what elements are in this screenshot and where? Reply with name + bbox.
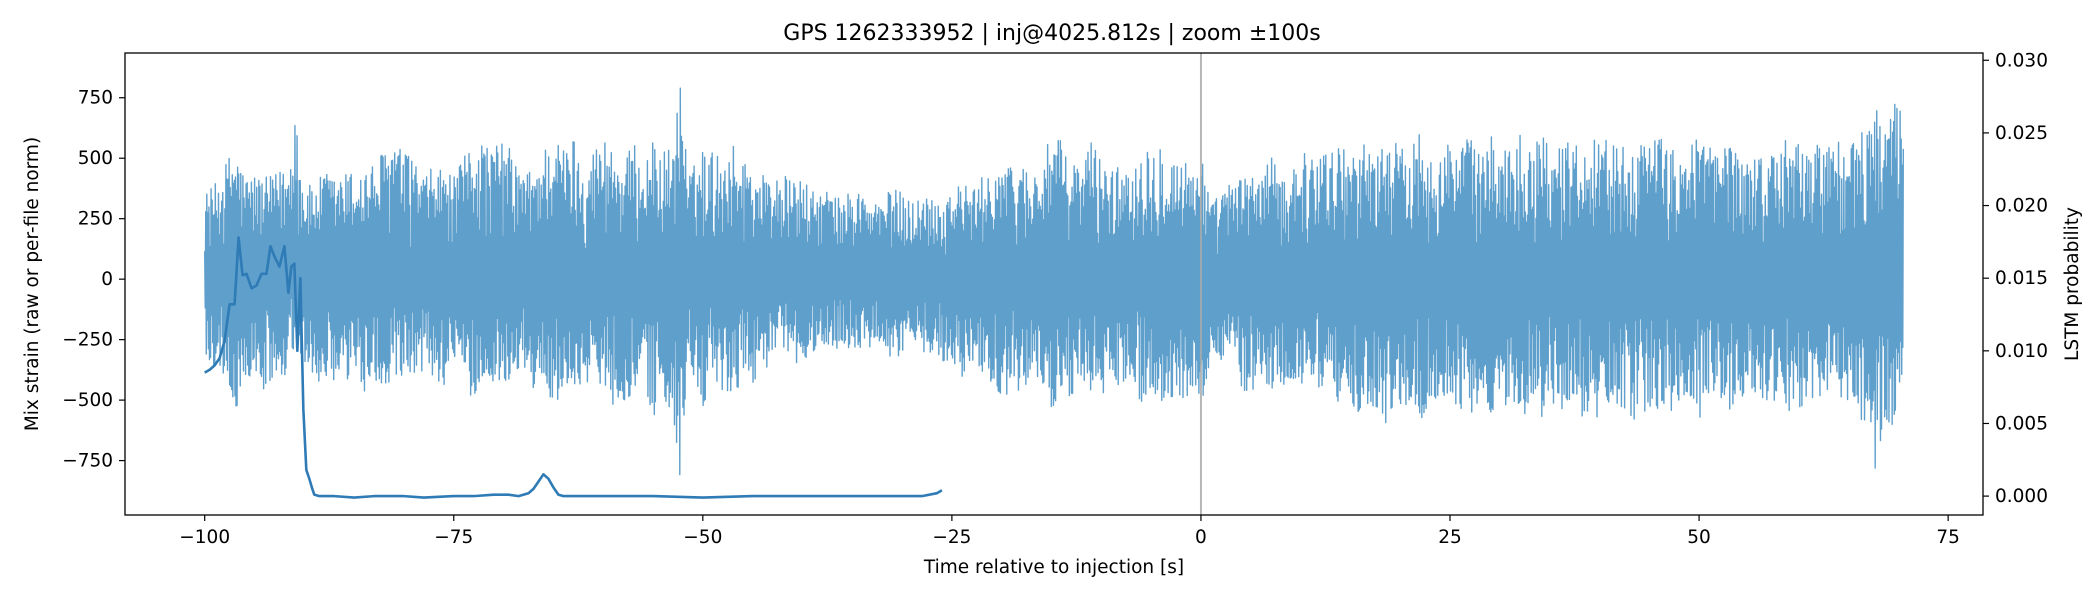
- strain-series: [204, 87, 1904, 476]
- strain-series-line: [204, 87, 1904, 476]
- y-left-tick-label: 750: [78, 88, 113, 109]
- y-left-tick-label: 0: [101, 269, 113, 290]
- y-right-tick-label: 0.025: [1995, 123, 2048, 144]
- y-left-tick-label: 250: [78, 209, 113, 230]
- y-right-tick-label: 0.015: [1995, 268, 2048, 289]
- x-tick-label: −25: [932, 527, 971, 548]
- x-tick-label: 50: [1687, 527, 1711, 548]
- y-left-tick-label: −250: [62, 330, 113, 351]
- probability-series-line: [204, 236, 943, 499]
- y-left-tick-label: 500: [78, 148, 113, 169]
- probability-series: [204, 236, 943, 499]
- y-right-tick-label: 0.005: [1995, 413, 2048, 434]
- y-left-axis-ticks: 750 500 250 0 −250 −500 −750: [62, 88, 125, 472]
- x-axis-ticks: −100 −75 −50 −25 0 25 50 75: [179, 515, 1960, 548]
- y-right-tick-label: 0.010: [1995, 341, 2048, 362]
- x-tick-label: 25: [1438, 527, 1462, 548]
- chart-title: GPS 1262333952 | inj@4025.812s | zoom ±1…: [783, 21, 1320, 46]
- y-left-tick-label: −500: [62, 390, 113, 411]
- x-tick-label: −50: [683, 527, 722, 548]
- y-right-axis-ticks: 0.030 0.025 0.020 0.015 0.010 0.005 0.000: [1983, 50, 2048, 507]
- y-right-tick-label: 0.020: [1995, 196, 2048, 217]
- y-right-tick-label: 0.030: [1995, 50, 2048, 71]
- y-right-tick-label: 0.000: [1995, 486, 2048, 507]
- x-tick-label: 0: [1195, 527, 1207, 548]
- x-tick-label: −100: [179, 527, 230, 548]
- plot-frame: [124, 52, 1984, 516]
- y-left-axis-label: Mix strain (raw or per-file norm): [22, 137, 43, 431]
- y-left-tick-label: −750: [62, 451, 113, 472]
- x-tick-label: −75: [434, 527, 473, 548]
- x-tick-label: 75: [1936, 527, 1960, 548]
- x-axis-label: Time relative to injection [s]: [923, 557, 1184, 578]
- y-right-axis-label: LSTM probability: [2062, 207, 2083, 361]
